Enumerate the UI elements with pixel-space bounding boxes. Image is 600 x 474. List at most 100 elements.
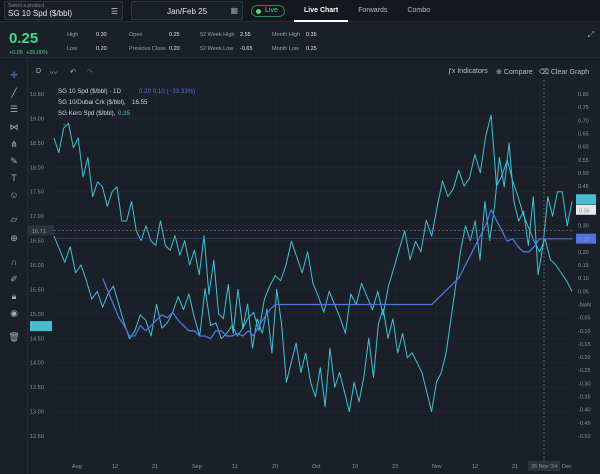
chart-crosshair: 16.71 26 Nov '24 14.75 0.40 0.36 0.25 xyxy=(28,80,596,471)
right-axis-tick: -0.35 xyxy=(578,395,591,401)
series-line xyxy=(53,114,573,340)
product-caption: Select a product xyxy=(8,3,45,9)
stat-month-high: Month High 0.35 xyxy=(272,32,317,38)
right-axis-tick: 0.60 xyxy=(578,145,589,151)
x-axis-tick: 21 xyxy=(512,464,518,470)
contract-value: Jan/Feb 25 xyxy=(166,7,208,16)
tab-live-chart[interactable]: Live Chart xyxy=(294,0,349,22)
left-axis-tick: 19.50 xyxy=(30,92,44,98)
legend-series-name: SG 10 Spd ($/bbl) · 1D xyxy=(58,88,121,95)
undo-icon[interactable]: ↶ xyxy=(70,69,76,76)
right-axis-tick: 0.75 xyxy=(578,105,589,111)
x-axis-tick: Sep xyxy=(192,464,202,470)
lock-icon[interactable]: 🔒︎ xyxy=(11,291,17,301)
emoji-icon[interactable]: ☺ xyxy=(9,190,19,200)
product-selector[interactable]: Select a product SG 10 Spd ($/bbl) ☰ xyxy=(4,1,123,20)
stat-52-week-high: 52 Week High 2.55 xyxy=(200,32,251,38)
drawing-toolbar: ✛ ╱ ☰ ⋈ ⋔ ✎ T ☺ ▱ ⊕ ∩ ✐ 🔒︎ ◉ 🗑︎ xyxy=(0,58,28,474)
compare-icon: ⊕ xyxy=(496,69,502,76)
indicators-button[interactable]: ƒx Indicators xyxy=(448,68,488,75)
last-price: 0.25 xyxy=(9,30,39,47)
right-price-badge xyxy=(576,233,596,244)
magnet-icon[interactable]: ∩ xyxy=(10,257,18,267)
left-axis-tick: 15.00 xyxy=(30,312,44,318)
zoom-in-icon[interactable]: ⊕ xyxy=(10,233,18,243)
interval-button[interactable]: D xyxy=(36,68,42,75)
brush-icon[interactable]: ✎ xyxy=(10,156,18,166)
chart-series xyxy=(53,114,574,413)
left-axis-tick: 14.00 xyxy=(30,361,44,367)
x-axis-tick: 12 xyxy=(472,464,478,470)
x-axis-tick: 11 xyxy=(232,464,238,470)
left-axis-tick: 18.00 xyxy=(30,165,44,171)
left-axis-tick: 13.50 xyxy=(30,385,44,391)
tab-combo[interactable]: Combo xyxy=(407,7,430,14)
compare-button[interactable]: ⊕ Compare xyxy=(496,69,533,76)
crosshair-x-label: 26 Nov '24 xyxy=(531,464,557,470)
pitchfork-icon[interactable]: ⋔ xyxy=(10,139,18,149)
chevron-up-icon: ⌃ xyxy=(62,123,67,130)
right-price-badge-label: 0.40 xyxy=(579,198,590,204)
right-axis-tick: 0.10 xyxy=(578,276,589,282)
chart-style-icon[interactable]: 〰 xyxy=(50,70,57,77)
right-axis-tick: -0.40 xyxy=(578,408,591,414)
stat-high: High 0.30 xyxy=(67,32,107,38)
live-badge[interactable]: Live xyxy=(251,5,285,17)
legend-series-values: 0.20 0.10 (−33.33%) xyxy=(139,88,195,95)
chart-legend: SG 10 Spd ($/bbl) · 1D 0.20 0.10 (−33.33%… xyxy=(58,88,195,130)
x-axis-tick: 12 xyxy=(112,464,118,470)
x-axis-tick: 20 xyxy=(272,464,278,470)
tab-forwards[interactable]: Forwards xyxy=(358,7,388,14)
stat-52-week-low: 52 Week Low -0.65 xyxy=(200,46,253,52)
top-bar: Select a product SG 10 Spd ($/bbl) ☰ Jan… xyxy=(0,0,600,22)
eye-icon[interactable]: ◉ xyxy=(10,308,18,318)
x-axis-tick: 21 xyxy=(152,464,158,470)
stat-previous-close: Previous Close 0.20 xyxy=(129,46,180,52)
chart-axes: 19.50 19.00 18.50 18.00 17.50 17.00 16.50 16.00… xyxy=(30,92,591,470)
left-axis-tick: 16.00 xyxy=(30,263,44,269)
x-axis-tick: Aug xyxy=(72,464,82,470)
trend-line-icon[interactable]: ╱ xyxy=(11,88,17,98)
view-tabs: Live Chart Forwards Combo xyxy=(294,0,440,22)
text-icon[interactable]: T xyxy=(11,173,17,183)
left-axis-tick: 14.50 xyxy=(30,336,44,342)
lock-drawings-icon[interactable]: ✐ xyxy=(10,274,18,284)
right-axis-tick: 0.15 xyxy=(578,263,589,269)
x-axis-tick: Dec xyxy=(562,464,572,470)
trash-icon[interactable]: 🗑︎ xyxy=(8,332,20,342)
redo-icon[interactable]: ↷ xyxy=(87,69,93,76)
x-axis-tick: 23 xyxy=(392,464,398,470)
horizontal-line-icon[interactable]: ☰ xyxy=(9,104,19,114)
series-line xyxy=(53,122,573,413)
clear-graph-button[interactable]: ⌫ Clear Graph xyxy=(539,69,589,76)
legend-series-name: SG 10/Dubai Crk ($/bbl), xyxy=(58,99,126,106)
right-axis-tick: -0.15 xyxy=(578,342,591,348)
left-axis-tick: 17.00 xyxy=(30,214,44,220)
stat-open: Open 0.25 xyxy=(129,32,180,38)
price-change: +0.05 +25.00% xyxy=(9,50,48,56)
list-icon: ☰ xyxy=(110,7,118,16)
indicators-icon: ƒx xyxy=(448,68,456,75)
right-axis-tick: -0.25 xyxy=(578,368,591,374)
right-price-badge xyxy=(576,194,596,205)
left-axis-tick: 13.00 xyxy=(30,410,44,416)
price-chart[interactable]: SG 10 Spd ($/bbl) · 1D 0.20 0.10 (−33.33%… xyxy=(28,80,600,474)
right-axis-tick: -NaN xyxy=(578,302,591,308)
right-price-badge xyxy=(576,204,596,215)
measure-icon[interactable]: ▱ xyxy=(10,214,18,224)
legend-series-values: 16.55 xyxy=(132,99,148,106)
x-axis-tick: 10 xyxy=(352,464,358,470)
left-price-badge xyxy=(30,321,52,332)
stats-bar: 0.25 +0.05 +25.00% High 0.30 Low 0.20 Open… xyxy=(0,22,600,58)
expand-icon[interactable]: ⤢ xyxy=(587,30,594,39)
x-axis-tick: Oct xyxy=(312,464,321,470)
x-axis-tick: Nov xyxy=(432,464,442,470)
left-axis-tick: 18.50 xyxy=(30,141,44,147)
contract-selector[interactable]: Jan/Feb 25 ▦ xyxy=(131,1,243,20)
right-axis-tick: 0.80 xyxy=(578,92,589,98)
left-axis-tick: 17.50 xyxy=(30,190,44,196)
fib-icon[interactable]: ⋈ xyxy=(9,122,19,132)
crosshair-icon[interactable]: ✛ xyxy=(10,70,18,80)
series-line xyxy=(101,209,572,340)
right-axis-tick: 0.70 xyxy=(578,118,589,124)
